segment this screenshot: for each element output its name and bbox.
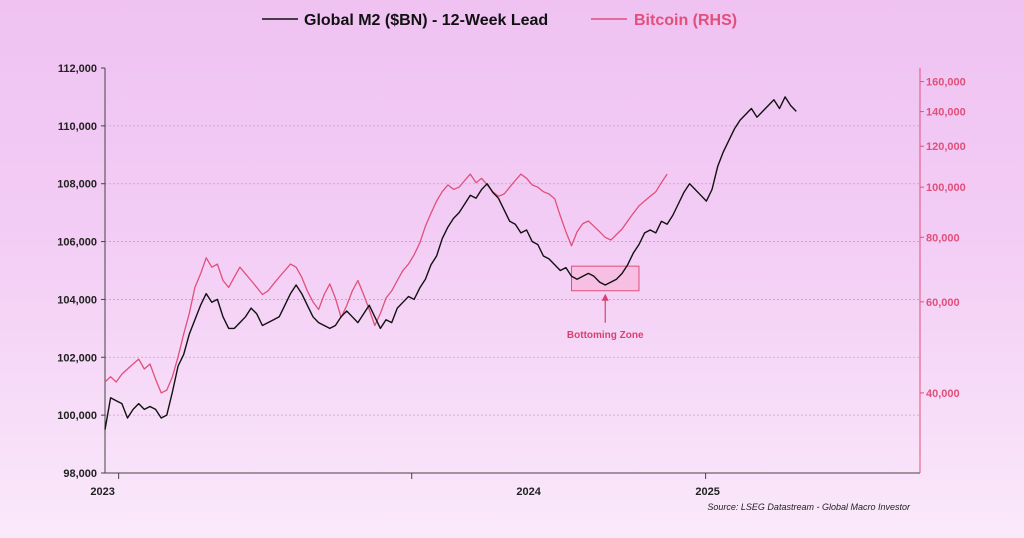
global-m2-series-line [104, 96, 797, 430]
left-tick-label: 98,000 [63, 468, 97, 480]
x-axis-ticks: 2023 2024 2025 [90, 473, 720, 498]
right-tick-label: 60,000 [926, 297, 960, 309]
left-tick-label: 108,000 [57, 179, 97, 191]
legend-btc-label: Bitcoin (RHS) [634, 12, 737, 29]
right-tick-label: 100,000 [926, 182, 966, 194]
left-axis-ticks: 98,000 100,000 102,000 104,000 106,000 108,00… [57, 63, 105, 480]
left-tick-label: 106,000 [57, 237, 97, 249]
left-tick-label: 110,000 [58, 121, 97, 133]
left-tick-label: 104,000 [57, 294, 97, 306]
bottoming-zone-label: Bottoming Zone [567, 330, 644, 341]
gridlines [105, 125, 920, 416]
right-axis-ticks: 40,000 60,000 80,000 100,000 120,000 140,000 1… [920, 77, 966, 400]
left-tick-label: 102,000 [57, 352, 97, 364]
left-tick-label: 100,000 [57, 410, 97, 422]
x-tick-label: 2025 [695, 486, 719, 498]
source-note: Source: LSEG Datastream - Global Macro I… [707, 502, 911, 512]
right-tick-label: 80,000 [926, 232, 960, 244]
bitcoin-series-line [104, 173, 668, 394]
right-tick-label: 40,000 [926, 388, 960, 400]
x-tick-label: 2024 [516, 486, 541, 498]
legend: Global M2 ($BN) - 12-Week Lead Bitcoin (… [262, 12, 737, 29]
legend-m2-label: Global M2 ($BN) - 12-Week Lead [304, 12, 548, 29]
right-tick-label: 120,000 [926, 141, 966, 153]
bottoming-zone-arrowhead [601, 293, 609, 301]
right-tick-label: 140,000 [926, 107, 966, 119]
bottoming-zone-box [571, 265, 640, 292]
right-tick-label: 160,000 [926, 77, 966, 89]
left-tick-label: 112,000 [58, 63, 97, 75]
x-tick-label: 2023 [90, 486, 114, 498]
